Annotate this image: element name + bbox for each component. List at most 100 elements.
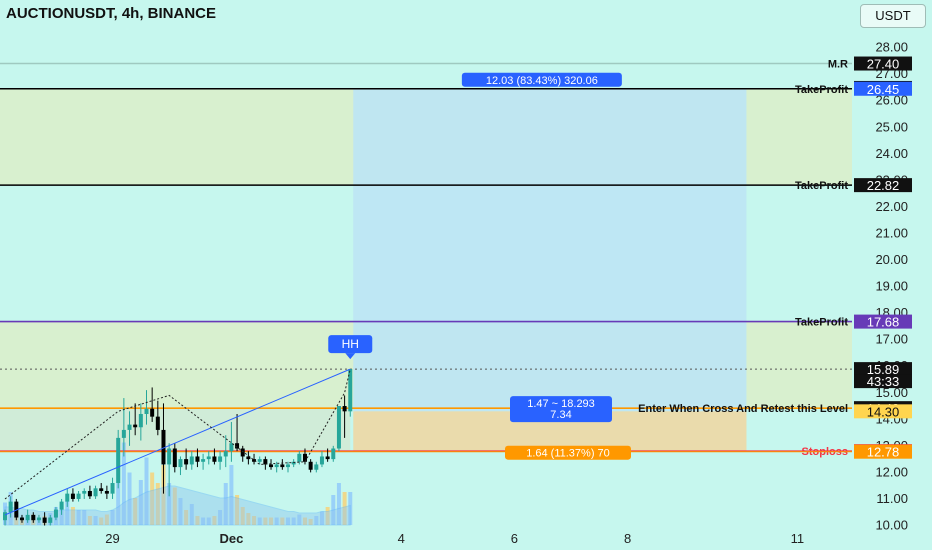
volume-bar bbox=[150, 472, 155, 525]
candle-body bbox=[104, 490, 109, 494]
candle-body bbox=[252, 459, 257, 462]
price-tick: 12.00 bbox=[875, 464, 908, 479]
candle-body bbox=[184, 459, 189, 465]
candle-body bbox=[201, 459, 206, 462]
countdown-value: 43:33 bbox=[867, 374, 900, 389]
candle-body bbox=[218, 456, 223, 462]
volume-bar bbox=[116, 453, 121, 525]
volume-bar bbox=[161, 465, 166, 525]
volume-bar bbox=[189, 504, 194, 525]
volume-bar bbox=[235, 495, 240, 525]
price-badge-value: 22.82 bbox=[867, 178, 900, 193]
time-axis-bg bbox=[0, 528, 852, 550]
candle-body bbox=[155, 416, 160, 430]
ratio-box-top: 1.47 ~ 18.293 bbox=[527, 398, 595, 410]
ratio-box-bottom: 7.34 bbox=[550, 409, 571, 421]
stop-box-label: 1.64 (11.37%) 70 bbox=[526, 448, 610, 460]
price-badges: 27.4026.4826.4522.8217.6815.8914.4214.30… bbox=[854, 56, 912, 460]
target-box-label: 12.03 (83.43%) 320.06 bbox=[486, 75, 598, 87]
target-zone bbox=[353, 88, 747, 412]
candle-body bbox=[127, 424, 132, 430]
price-tick: 20.00 bbox=[875, 252, 908, 267]
stop-box bbox=[505, 445, 631, 460]
volume-bar bbox=[70, 507, 75, 525]
candle-body bbox=[229, 443, 234, 452]
volume-bar bbox=[144, 457, 149, 525]
candle-body bbox=[87, 490, 92, 497]
candle-body bbox=[70, 493, 75, 499]
price-badge-value: 15.89 bbox=[867, 362, 900, 377]
volume-ma-area bbox=[4, 485, 351, 526]
candle-body bbox=[48, 517, 53, 523]
price-badge bbox=[854, 314, 912, 329]
price-badge bbox=[854, 404, 912, 419]
time-tick: 29 bbox=[105, 531, 119, 546]
price-tick: 28.00 bbox=[875, 40, 908, 55]
price-tick: 24.00 bbox=[875, 146, 908, 161]
time-tick: 4 bbox=[398, 531, 405, 546]
levels-layer: M.R TakeProfit TakeProfit TakeProfit Enter W… bbox=[0, 59, 852, 458]
volume-bar bbox=[319, 511, 324, 525]
price-badge-value: 17.68 bbox=[867, 315, 900, 330]
volume-bar bbox=[178, 498, 183, 525]
volume-bar bbox=[252, 516, 257, 525]
level-label: TakeProfit bbox=[795, 180, 848, 192]
zones-layer bbox=[0, 88, 852, 452]
candle-body bbox=[110, 483, 115, 494]
volume-bar bbox=[184, 510, 189, 525]
price-tick: 22.00 bbox=[875, 199, 908, 214]
volume-bar bbox=[218, 510, 223, 525]
candle-body bbox=[331, 448, 336, 460]
price-tick: 26.00 bbox=[875, 93, 908, 108]
price-badge bbox=[854, 362, 912, 377]
price-tick: 21.00 bbox=[875, 225, 908, 240]
candle-body bbox=[172, 448, 177, 468]
candle-body bbox=[116, 437, 121, 484]
volume-bar bbox=[348, 492, 353, 525]
candle-body bbox=[274, 464, 279, 468]
candle-body bbox=[342, 406, 347, 412]
candle-body bbox=[291, 461, 296, 465]
price-tick: 17.00 bbox=[875, 332, 908, 347]
candle-body bbox=[31, 514, 36, 521]
candle-body bbox=[138, 413, 143, 428]
candle-body bbox=[280, 464, 285, 468]
volume-bar bbox=[240, 507, 245, 525]
volume-bar bbox=[297, 514, 302, 525]
price-badge-value: 12.78 bbox=[867, 445, 900, 460]
candle-body bbox=[167, 448, 172, 465]
candle-body bbox=[246, 456, 251, 460]
volume-bar bbox=[308, 519, 313, 525]
currency-button[interactable]: USDT bbox=[860, 4, 926, 28]
symbol-title: AUCTIONUSDT, 4h, BINANCE bbox=[6, 5, 217, 22]
candle-body bbox=[263, 459, 268, 465]
candle-body bbox=[93, 488, 98, 497]
volume-bar bbox=[195, 516, 200, 525]
hh-marker-pointer bbox=[345, 353, 356, 360]
volume-bar bbox=[127, 472, 132, 525]
volume-bar bbox=[223, 483, 228, 525]
volume-bar bbox=[82, 510, 87, 525]
volume-bar bbox=[302, 517, 307, 525]
volume-bar bbox=[104, 514, 109, 525]
volume-bar bbox=[257, 517, 262, 525]
price-tick: 19.00 bbox=[875, 279, 908, 294]
level-label: TakeProfit bbox=[795, 84, 848, 96]
volume-bar bbox=[121, 442, 126, 525]
candle-body bbox=[121, 429, 126, 438]
candle-body bbox=[42, 517, 47, 523]
volume-bar bbox=[274, 517, 279, 525]
volume-bar bbox=[65, 501, 70, 525]
volume-bar bbox=[99, 517, 104, 525]
candle-body bbox=[189, 456, 194, 465]
time-tick: 8 bbox=[624, 531, 631, 546]
time-axis[interactable]: 29 Dec 4 6 8 11 bbox=[0, 528, 852, 550]
volume-bar bbox=[212, 516, 217, 525]
price-tick: 25.00 bbox=[875, 119, 908, 134]
volume-bar bbox=[336, 483, 341, 525]
candle-body bbox=[82, 490, 87, 494]
volume-bar bbox=[76, 510, 81, 525]
candle-body bbox=[286, 464, 290, 468]
volume-bar bbox=[286, 517, 290, 525]
